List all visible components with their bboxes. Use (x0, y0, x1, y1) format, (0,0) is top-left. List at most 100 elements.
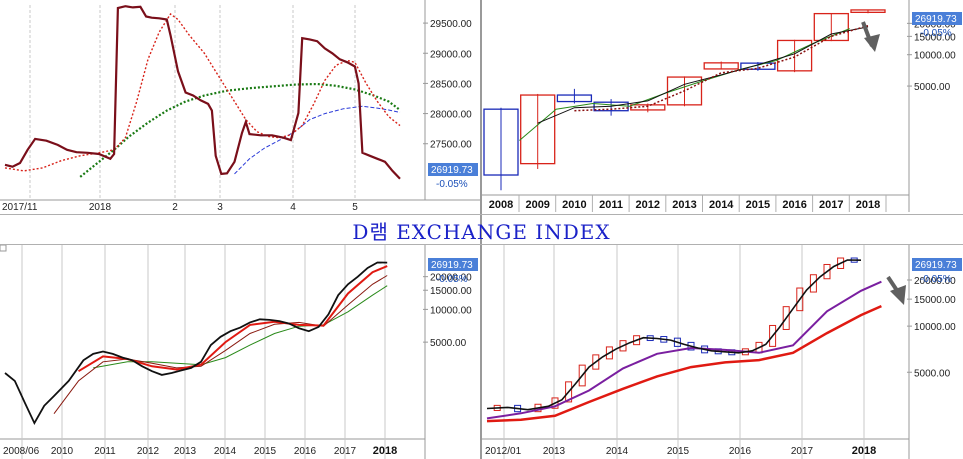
daily-y-tick-28000: 28000.00 (430, 110, 472, 121)
yearly-x-tick-2008: 2008 (489, 199, 513, 211)
weekly-x-tick-9: 2018 (373, 445, 397, 457)
weekly-y-tick-20000: 20000.00 (430, 273, 472, 284)
daily-x-tick-4: 4 (290, 202, 296, 213)
weekly-x-tick-0: 2008/06 (3, 446, 40, 457)
yearly-candle-2016 (776, 39, 813, 72)
monthly-candle-9 (619, 340, 627, 352)
monthly-candle-21 (782, 306, 790, 330)
weekly-x-tick-6: 2015 (254, 446, 277, 457)
monthly-candle-10 (633, 335, 641, 346)
daily-x-tick-5: 5 (352, 202, 358, 213)
monthly-x-tick-4: 2016 (729, 446, 752, 457)
daily-series-ma_blue (234, 105, 401, 175)
monthly-candle-8 (605, 346, 613, 360)
yearly-x-tick-2014: 2014 (709, 199, 734, 211)
yearly-x-tick-2011: 2011 (599, 199, 623, 211)
weekly-x-tick-3: 2012 (137, 446, 160, 457)
monthly-last-price-box (912, 258, 962, 271)
weekly-series-price (4, 261, 388, 426)
weekly-x-tick-8: 2017 (334, 446, 357, 457)
weekly-corner-marker (0, 245, 7, 252)
weekly-series-ma_red (77, 265, 388, 373)
monthly-arrow-head (890, 285, 906, 305)
monthly-series-ma_red (486, 304, 882, 423)
monthly-y-tick-5000: 5000.00 (914, 368, 951, 379)
yearly-chart: 5000.0010000.0015000.0020000.00200820092… (482, 0, 962, 212)
monthly-candle-7 (592, 354, 600, 370)
yearly-x-tick-2010: 2010 (562, 199, 586, 211)
daily-y-tick-29000: 29000.00 (430, 49, 472, 60)
weekly-series-ma_green (93, 285, 388, 369)
yearly-y-tick-5000: 5000.00 (914, 82, 951, 93)
yearly-x-tick-2017: 2017 (819, 199, 843, 211)
yearly-chart-panel: 5000.0010000.0015000.0020000.00200820092… (482, 0, 963, 215)
yearly-series-ma_black (537, 26, 869, 124)
yearly-candle-2009 (520, 94, 556, 165)
monthly-candle-25 (837, 257, 845, 269)
yearly-x-tick-2018: 2018 (856, 199, 880, 211)
daily-x-tick-3: 3 (217, 202, 223, 213)
monthly-x-tick-6: 2018 (852, 445, 876, 457)
yearly-x-tick-2015: 2015 (746, 199, 770, 211)
daily-y-tick-29500: 29500.00 (430, 19, 472, 30)
yearly-arrow-head (864, 34, 880, 52)
yearly-y-tick-10000: 10000.00 (914, 51, 956, 62)
daily-chart: 27500.00 28000.00 28500.00 29000.00 29500.00… (0, 0, 480, 213)
monthly-candle-5 (565, 381, 573, 403)
weekly-x-tick-1: 2010 (51, 446, 74, 457)
panel-divider-bottom (0, 244, 963, 245)
weekly-last-price-box (428, 258, 478, 271)
weekly-chart: 5000.00 10000.00 15000.00 20000.00 2008/06 20… (0, 245, 478, 459)
weekly-last-price: 26919.73 (431, 260, 473, 271)
monthly-series-ma_purple (486, 280, 882, 420)
yearly-x-tick-2012: 2012 (636, 199, 660, 211)
yearly-candle-2010 (556, 94, 593, 103)
yearly-change: -0.05% (920, 28, 952, 39)
weekly-change: -0.05% (436, 274, 468, 285)
yearly-candle-2013 (666, 76, 703, 106)
monthly-candle-20 (769, 324, 777, 347)
daily-x-tick-0: 2017/11 (2, 202, 38, 213)
yearly-x-tick-2016: 2016 (782, 199, 806, 211)
panel-divider-top (0, 214, 963, 215)
monthly-x-tick-5: 2017 (791, 446, 814, 457)
monthly-last-price: 26919.73 (915, 260, 957, 271)
yearly-last-price-box (912, 12, 962, 25)
weekly-y-tick-10000: 10000.00 (430, 305, 472, 316)
monthly-y-tick-20000: 20000.00 (914, 276, 956, 287)
yearly-y-tick-15000: 15000.00 (914, 32, 956, 43)
yearly-candle-2014 (703, 62, 739, 70)
weekly-x-tick-5: 2014 (214, 446, 237, 457)
daily-x-tick-2: 2 (172, 202, 178, 213)
panel-divider-vertical (480, 0, 482, 459)
weekly-series-ma_brown (53, 275, 388, 414)
monthly-candle-24 (823, 263, 831, 280)
daily-series-price (4, 5, 401, 180)
monthly-change: -0.05% (920, 274, 952, 285)
daily-change: -0.05% (436, 179, 468, 190)
daily-last-price-box (428, 163, 478, 176)
monthly-series-price (486, 259, 862, 411)
daily-last-price: 26919.73 (431, 165, 473, 176)
monthly-chart-panel: 5000.00 10000.00 15000.00 20000.00 2012/01 20… (482, 245, 963, 459)
daily-y-tick-27500: 27500.00 (430, 140, 472, 151)
daily-y-tick-28500: 28500.00 (430, 79, 472, 90)
monthly-x-tick-3: 2015 (667, 446, 690, 457)
monthly-x-tick-0: 2012/01 (485, 446, 522, 457)
daily-chart-panel: 27500.00 28000.00 28500.00 29000.00 29500.00… (0, 0, 480, 215)
weekly-chart-panel: 5000.00 10000.00 15000.00 20000.00 2008/06 20… (0, 245, 480, 459)
weekly-x-tick-2: 2011 (94, 446, 116, 457)
monthly-chart: 5000.00 10000.00 15000.00 20000.00 2012/01 20… (482, 245, 962, 459)
weekly-x-tick-4: 2013 (174, 446, 197, 457)
monthly-y-tick-15000: 15000.00 (914, 295, 956, 306)
chart-title: D램 EXCHANGE INDEX (352, 220, 611, 244)
monthly-candle-6 (578, 364, 586, 387)
yearly-candle-2008 (483, 108, 519, 176)
monthly-candle-13 (673, 337, 681, 347)
monthly-y-tick-10000: 10000.00 (914, 322, 956, 333)
yearly-candle-2017 (813, 12, 849, 42)
yearly-last-price: 26919.73 (915, 14, 957, 25)
yearly-candle-2015 (740, 62, 776, 70)
monthly-candle-4 (551, 397, 559, 409)
weekly-y-tick-5000: 5000.00 (430, 338, 467, 349)
